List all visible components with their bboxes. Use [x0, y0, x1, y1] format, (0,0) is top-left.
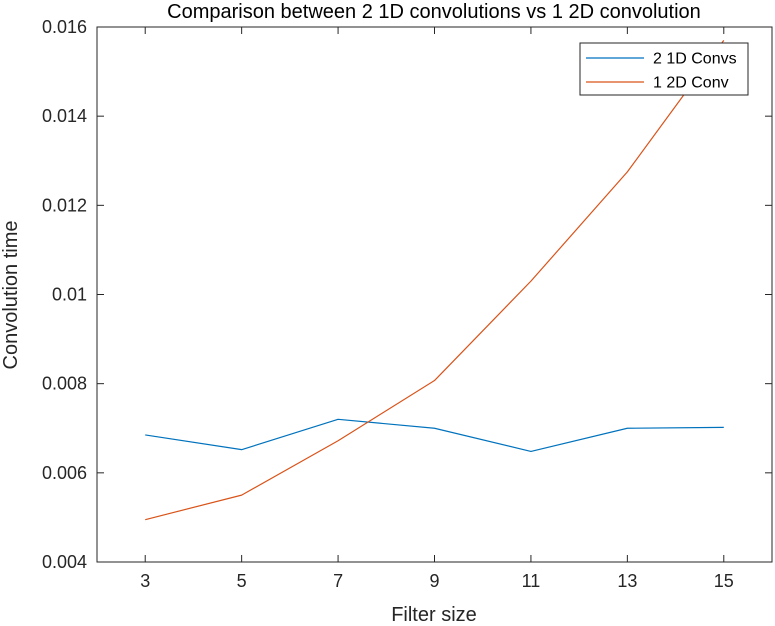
- x-tick-label: 9: [429, 571, 439, 591]
- x-tick-label: 13: [617, 571, 637, 591]
- y-axis-ticks: 0.004 0.006 0.008 0.01 0.012 0.014 0.016: [42, 17, 772, 572]
- legend: 2 1D Convs 1 2D Conv: [579, 42, 749, 96]
- y-tick-label: 0.012: [42, 195, 87, 215]
- y-tick-label: 0.016: [42, 17, 87, 37]
- y-tick-label: 0.008: [42, 374, 87, 394]
- x-axis-ticks: 3 5 7 9 11 13 15: [140, 27, 734, 591]
- series-layer: [145, 40, 725, 521]
- y-tick-label: 0.004: [42, 552, 87, 572]
- y-tick-label: 0.01: [52, 285, 87, 305]
- y-axis-label: Convolution time: [0, 221, 22, 370]
- legend-label: 2 1D Convs: [653, 51, 737, 68]
- chart-title: Comparison between 2 1D convolutions vs …: [167, 1, 701, 23]
- x-tick-label: 3: [140, 571, 150, 591]
- y-tick-label: 0.014: [42, 106, 87, 126]
- legend-box: [579, 42, 749, 96]
- x-tick-label: 11: [522, 571, 541, 591]
- y-tick-label: 0.006: [42, 463, 87, 483]
- x-tick-label: 5: [237, 571, 247, 591]
- x-tick-label: 7: [333, 571, 343, 591]
- x-axis-label: Filter size: [391, 604, 477, 626]
- legend-label: 1 2D Conv: [653, 75, 729, 92]
- plot-frame: [96, 26, 773, 563]
- x-tick-label: 15: [714, 571, 734, 591]
- plot-area: [97, 27, 772, 562]
